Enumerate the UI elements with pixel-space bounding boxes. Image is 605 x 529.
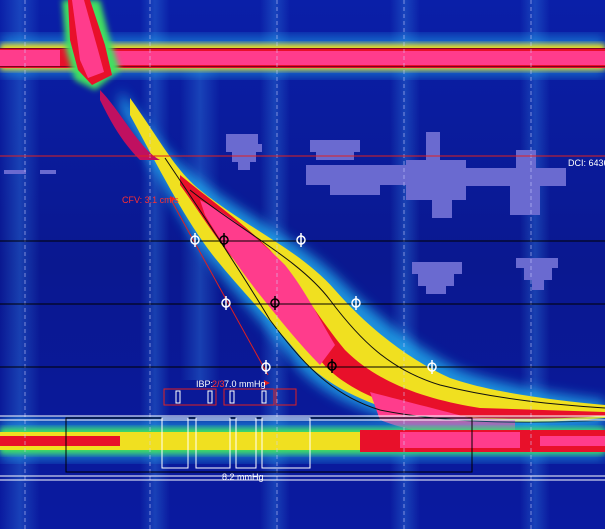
pressure-marker-icon (219, 233, 229, 247)
pressure-marker-icon (221, 296, 231, 310)
dci-label: DCI: 6436.5 (568, 158, 605, 168)
cfv-label: CFV: 3.1 cm/s (122, 195, 179, 205)
pressure-marker-icon (270, 296, 280, 310)
reference-lines (0, 155, 605, 481)
ibp-value: 7.0 mmHg (224, 379, 266, 389)
pressure-marker-icon (427, 360, 437, 374)
small-marks (170, 196, 270, 386)
ibp-sub-label: 2/3 (212, 379, 225, 389)
ibp-label: IBP: (196, 379, 214, 389)
artifact-blocks (4, 132, 566, 294)
pressure-marker-icon (351, 296, 361, 310)
pressure-marker-icon (261, 360, 271, 374)
ibp-boxes (163, 388, 297, 406)
les-band (0, 420, 605, 460)
pressure-marker-icon (296, 233, 306, 247)
pressure-marker-icon (327, 359, 337, 373)
egj-box (65, 417, 473, 473)
pressure-marker-icon (190, 233, 200, 247)
swallow-spike (62, 0, 120, 90)
irp-value: 8.2 mmHg (222, 472, 264, 482)
pressure-markers (190, 233, 437, 374)
cfv-line (169, 197, 269, 376)
